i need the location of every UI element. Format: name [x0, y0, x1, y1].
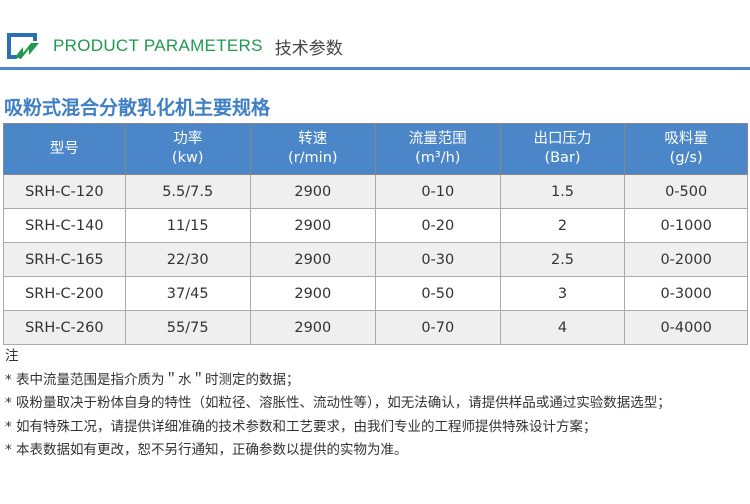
column-header: 型号 [3, 123, 126, 175]
column-header: 吸料量 (g/s) [624, 123, 748, 175]
table-cell: 5.5/7.5 [124, 174, 251, 209]
table-cell: SRH-C-120 [3, 174, 126, 209]
column-header-line: 转速 [298, 131, 328, 147]
table-row: SRH-C-140 11/15 2900 0-20 2 0-1000 [3, 208, 748, 243]
note-item: * 如有特殊工况，请提供详细准确的技术参数和工艺要求，由我们专业的工程师提供特殊… [5, 418, 597, 435]
table-cell: SRH-C-165 [3, 242, 126, 277]
column-header-line: (Bar) [544, 150, 581, 166]
spec-table: 型号 功率 (kw) 转速 (r/min) 流量范围 (m³/h) 出口压力 (Bar) 吸料量 (… [3, 123, 748, 345]
table-row: SRH-C-200 37/45 2900 0-50 3 0-3000 [3, 276, 748, 311]
header-title-en: PRODUCT PARAMETERS [53, 36, 263, 55]
column-header-line: (g/s) [669, 150, 703, 166]
page-title: 吸粉式混合分散乳化机主要规格 [4, 97, 271, 119]
table-cell: 3 [499, 276, 626, 311]
column-header-line: (kw) [171, 150, 204, 166]
column-header-line: 型号 [49, 140, 79, 157]
note-item: * 本表数据如有更改，恕不另行通知，正确参数以提供的实物为准。 [5, 442, 408, 458]
table-cell: 11/15 [124, 208, 251, 243]
column-header: 出口压力 (Bar) [499, 123, 626, 175]
table-cell: 0-3000 [624, 276, 748, 311]
table-cell: 0-2000 [624, 242, 748, 277]
table-cell: 2900 [249, 174, 376, 209]
table-cell: SRH-C-260 [3, 310, 126, 345]
table-cell: 55/75 [124, 310, 251, 345]
company-logo-icon [7, 33, 39, 59]
column-header: 流量范围 (m³/h) [374, 123, 501, 175]
note-item: * 吸粉量取决于粉体自身的特性（如粒径、溶胀性、流动性等），如无法确认，请提供样… [5, 395, 671, 411]
column-header-line: (r/min) [288, 150, 338, 166]
table-cell: 22/30 [124, 242, 251, 277]
table-cell: 0-20 [374, 208, 501, 243]
table-cell: 2 [499, 208, 626, 243]
notes-heading: 注 [5, 348, 19, 364]
table-header-row: 型号 功率 (kw) 转速 (r/min) 流量范围 (m³/h) 出口压力 (Bar) 吸料量 (… [3, 123, 748, 175]
table-cell: 4 [499, 310, 626, 345]
table-cell: 2900 [249, 208, 376, 243]
table-cell: 0-50 [374, 276, 501, 311]
header-title-cn: 技术参数 [274, 38, 343, 59]
table-cell: 0-4000 [624, 310, 748, 345]
table-cell: 2900 [249, 242, 376, 277]
note-item: * 表中流量范围是指介质为＂水＂时测定的数据； [5, 371, 300, 388]
column-header-line: 流量范围 [408, 131, 467, 147]
notes: 注 * 表中流量范围是指介质为＂水＂时测定的数据； * 吸粉量取决于粉体自身的特… [5, 345, 747, 463]
table-cell: SRH-C-140 [3, 208, 126, 243]
table-row: SRH-C-165 22/30 2900 0-30 2.5 0-2000 [3, 242, 748, 277]
table-row: SRH-C-120 5.5/7.5 2900 0-10 1.5 0-500 [3, 174, 748, 209]
header-divider [0, 67, 750, 70]
column-header-line: 功率 [173, 131, 203, 147]
table-cell: 2.5 [499, 242, 626, 277]
column-header: 功率 (kw) [124, 123, 251, 175]
column-header-line: (m³/h) [415, 150, 461, 166]
table-cell: 37/45 [124, 276, 251, 311]
table-cell: 2900 [249, 310, 376, 345]
column-header: 转速 (r/min) [249, 123, 376, 175]
table-cell: 0-10 [374, 174, 501, 209]
table-cell: 0-1000 [624, 208, 748, 243]
table-cell: 0-70 [374, 310, 501, 345]
table-cell: 2900 [249, 276, 376, 311]
table-cell: 0-500 [624, 174, 748, 209]
column-header-line: 出口压力 [533, 131, 592, 147]
column-header-line: 吸料量 [664, 131, 708, 147]
table-cell: 1.5 [499, 174, 626, 209]
table-cell: 0-30 [374, 242, 501, 277]
table-cell: SRH-C-200 [3, 276, 126, 311]
section-header: PRODUCT PARAMETERS 技术参数 [5, 28, 343, 64]
table-row: SRH-C-260 55/75 2900 0-70 4 0-4000 [3, 310, 748, 345]
